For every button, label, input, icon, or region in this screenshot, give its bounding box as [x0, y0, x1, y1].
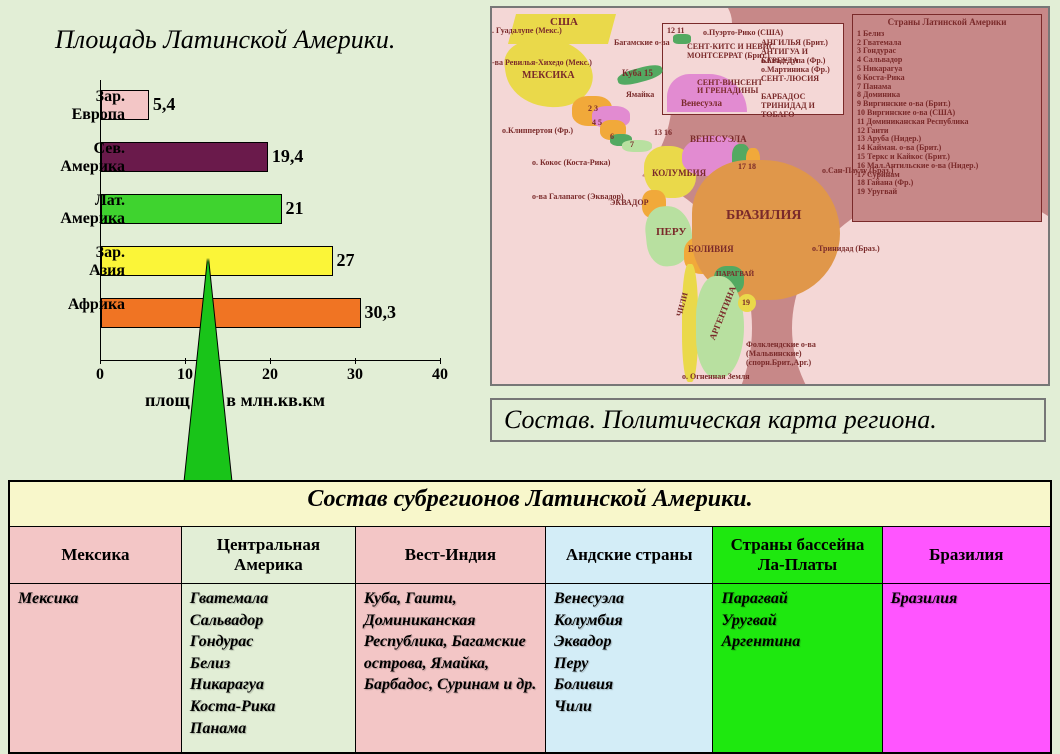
inset-skn: СЕНТ-КИТС И НЕВИС [687, 42, 775, 51]
bar-value: 19,4 [272, 146, 304, 167]
plot-area: 5,4 19,4 21 27 30,3 [100, 80, 441, 361]
column-header: Центральная Америка [181, 527, 355, 584]
political-map: Венесуэла 12 11 о.Пуэрто-Рико (США) АНГИ… [490, 6, 1050, 386]
lbl-bag: Багамские о-ва [614, 38, 670, 47]
column-header: Страны бассейна Ла-Платы [713, 527, 882, 584]
inset-mart: о.Мартиника (Фр.) [761, 65, 830, 74]
table-title: Состав субрегионов Латинской Америки. [9, 481, 1051, 527]
x-axis-label: площ адь в млн.кв.км [145, 390, 325, 411]
inset-svg2: И ГРЕНАДИНЫ [697, 86, 758, 95]
column-header: Бразилия [882, 527, 1051, 584]
ytick: Африка [68, 296, 125, 314]
bar [101, 194, 282, 224]
lbl-nums4: 7 [630, 140, 634, 149]
ytick: Зар.Европа [72, 88, 125, 123]
inset-pr: о.Пуэрто-Рико (США) [703, 28, 783, 37]
lbl-falk: Фолклендские о-ва (Мальвинские) (спорн.Б… [746, 340, 856, 367]
legend-item: 19 Уругвай [857, 188, 1037, 197]
column-cell: Бразилия [882, 584, 1051, 754]
xtick: 0 [96, 366, 104, 384]
inset-bb: БАРБАДОС [761, 92, 805, 101]
xtick: 40 [432, 366, 448, 384]
lbl-coco: о. Кокос (Коста-Рика) [532, 158, 610, 167]
lbl-ven: ВЕНЕСУЭЛА [690, 134, 747, 144]
lbl-nums5: 13 16 [654, 128, 672, 137]
lbl-peru: ПЕРУ [656, 226, 686, 238]
lbl-col: КОЛУМБИЯ [652, 168, 706, 178]
inset-gv: о.Гваделупа (Фр.) [761, 56, 825, 65]
bar-value: 27 [337, 250, 355, 271]
chart-title: Площадь Латинской Америки. [55, 25, 395, 55]
column-cell: ГватемалаСальвадорГондурасБелизНикарагуа… [181, 584, 355, 754]
inset-12: 12 11 [667, 26, 685, 35]
bar-value: 30,3 [365, 302, 397, 323]
column-cell: ВенесуэлаКолумбияЭквадорПеруБоливияЧили [545, 584, 712, 754]
bar-value: 21 [286, 198, 304, 219]
area-chart: 5,419,4212730,3 площ адь в млн.кв.км Зар… [0, 80, 470, 400]
ytick: Лат.Америка [60, 192, 125, 227]
bar-value: 5,4 [153, 94, 176, 115]
inset-tt: ТРИНИДАД И ТОБАГО [761, 101, 843, 119]
inset-sl: СЕНТ-ЛЮСИЯ [761, 74, 819, 83]
lbl-nums1: 2 3 [588, 104, 598, 113]
column-header: Мексика [9, 527, 181, 584]
lbl-1718: 17 18 [738, 162, 756, 171]
lbl-sp: о.Сан-Паулу (Браз.) [822, 166, 893, 175]
lbl-par: ПАРАГВАЙ [716, 270, 754, 278]
lbl-tdf: о. Огненная Земля [682, 372, 750, 381]
xtick: 30 [347, 366, 363, 384]
subregions-table: Состав субрегионов Латинской Америки. Ме… [8, 480, 1052, 754]
map-legend: Страны Латинской Америки 1 Белиз2 Гватем… [852, 14, 1042, 222]
column-cell: ПарагвайУругвайАргентина [713, 584, 882, 754]
ytick: Сев.Америка [60, 140, 125, 175]
lbl-revilla: о-ва Ревилья-Хихедо (Мекс.) [490, 58, 592, 67]
xtick: 20 [262, 366, 278, 384]
lbl-guadalupe: о. Гуадалупе (Мекс.) [490, 26, 562, 35]
lbl-19: 19 [742, 298, 750, 307]
ytick: Зар.Азия [89, 244, 125, 279]
map-inset: Венесуэла 12 11 о.Пуэрто-Рико (США) АНГИ… [662, 23, 844, 115]
lbl-bra: БРАЗИЛИЯ [726, 208, 802, 224]
country-panama [622, 140, 652, 152]
lbl-cuba: Куба 15 [622, 68, 653, 78]
lbl-nums3: 6 [610, 132, 614, 141]
map-caption: Состав. Политическая карта региона. [490, 398, 1046, 442]
lbl-jam: Ямайка [626, 90, 654, 99]
bar [101, 142, 268, 172]
lbl-trin: о.Тринидад (Браз.) [812, 244, 880, 253]
lbl-nums2: 4 5 [592, 118, 602, 127]
inset-mont: МОНТСЕРРАТ (Брит.) [687, 51, 770, 60]
lbl-mex: МЕКСИКА [522, 70, 575, 81]
lbl-clip: о.Клиппертон (Фр.) [502, 126, 573, 135]
pointer-triangle [183, 258, 233, 496]
column-header: Андские страны [545, 527, 712, 584]
column-header: Вест-Индия [355, 527, 545, 584]
column-cell: Куба, Гаити, Доминиканская Республика, Б… [355, 584, 545, 754]
column-cell: Мексика [9, 584, 181, 754]
inset-ven-label: Венесуэла [681, 98, 722, 108]
legend-title: Страны Латинской Америки [857, 18, 1037, 28]
lbl-ecu: ЭКВАДОР [610, 198, 648, 207]
lbl-bol: БОЛИВИЯ [688, 244, 734, 254]
